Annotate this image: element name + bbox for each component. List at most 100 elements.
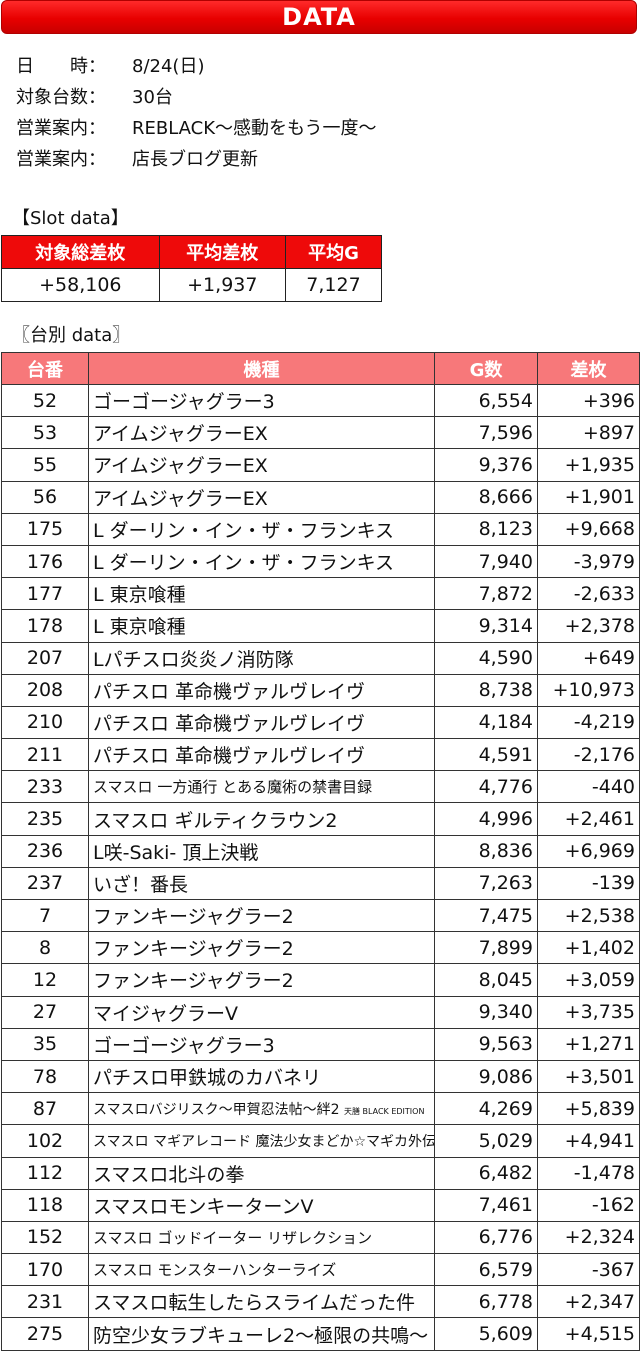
table-row: 102 スマスロ マギアレコード 魔法少女まどか☆マギカ外伝 5,029 +4,941 bbox=[1, 1124, 640, 1158]
unit-number: 208 bbox=[1, 673, 89, 707]
diff-coins: +3,059 bbox=[537, 963, 640, 997]
table-row: 152 スマスロ ゴッドイーター リザレクション 6,776 +2,324 bbox=[1, 1220, 640, 1255]
diff-coins: +1,271 bbox=[537, 1027, 640, 1061]
table-row: 27 マイジャグラーⅤ 9,340 +3,735 bbox=[1, 995, 640, 1029]
info-label: 営業案内： bbox=[16, 149, 106, 170]
game-count: 6,776 bbox=[434, 1220, 538, 1255]
table-row: 7 ファンキージャグラー2 7,475 +2,538 bbox=[1, 898, 640, 933]
model-name: アイムジャグラーEX bbox=[88, 416, 435, 450]
unit-number: 175 bbox=[1, 512, 89, 546]
table-row: 87 スマスロバジリスク〜甲賀忍法帖〜絆2 天膳 BLACK EDITION 4,2… bbox=[1, 1092, 640, 1126]
model-name: L 東京喰種 bbox=[88, 609, 435, 643]
info-row-date: 日 時： 8/24(日) bbox=[16, 52, 377, 83]
unit-number: 233 bbox=[1, 770, 89, 804]
diff-coins: +649 bbox=[537, 641, 640, 675]
model-name: ゴーゴージャグラー3 bbox=[88, 1027, 435, 1061]
game-count: 8,836 bbox=[434, 834, 538, 868]
unit-number: 52 bbox=[1, 383, 89, 418]
table-row: 275 防空少女ラブキューレ2〜極限の共鳴〜 5,609 +4,515 bbox=[1, 1317, 640, 1351]
table-row: 118 スマスロモンキーターンⅤ 7,461 -162 bbox=[1, 1188, 640, 1222]
slot-data-label: 【Slot data】 bbox=[12, 208, 129, 229]
unit-number: 237 bbox=[1, 866, 89, 901]
model-name: パチスロ甲鉄城のカバネリ bbox=[88, 1059, 435, 1094]
game-count: 9,340 bbox=[434, 995, 538, 1029]
game-count: 6,778 bbox=[434, 1285, 538, 1319]
model-name: ファンキージャグラー2 bbox=[88, 898, 435, 933]
diff-coins: +4,515 bbox=[537, 1317, 640, 1351]
summary-header-avg-g: 平均G bbox=[285, 235, 382, 269]
diff-coins: -2,633 bbox=[537, 577, 640, 611]
slot-summary-table: 対象総差枚 平均差枚 平均G +58,106 +1,937 7,127 bbox=[1, 235, 382, 302]
diff-coins: +4,941 bbox=[537, 1124, 640, 1158]
diff-coins: -4,219 bbox=[537, 705, 640, 740]
game-count: 7,475 bbox=[434, 898, 538, 933]
unit-number: 53 bbox=[1, 416, 89, 450]
info-value: 店長ブログ更新 bbox=[132, 149, 258, 170]
table-row: 235 スマスロ ギルティクラウン2 4,996 +2,461 bbox=[1, 802, 640, 836]
table-row: 35 ゴーゴージャグラー3 9,563 +1,271 bbox=[1, 1027, 640, 1061]
info-row-count: 対象台数： 30台 bbox=[16, 83, 377, 114]
unit-number: 118 bbox=[1, 1188, 89, 1222]
unit-number: 87 bbox=[1, 1092, 89, 1126]
info-label: 営業案内： bbox=[16, 118, 106, 139]
model-name: L ダーリン・イン・ザ・フランキス bbox=[88, 544, 435, 579]
unit-number: 12 bbox=[1, 963, 89, 997]
game-count: 7,940 bbox=[434, 544, 538, 579]
unit-table-body: 52 ゴーゴージャグラー3 6,554 +396 53 アイムジャグラーEX 7,596 +8… bbox=[1, 383, 640, 1351]
unit-data-label: 〖台別 data〗 bbox=[12, 325, 131, 346]
model-name: アイムジャグラーEX bbox=[88, 448, 435, 482]
diff-coins: -3,979 bbox=[537, 544, 640, 579]
unit-number: 102 bbox=[1, 1124, 89, 1158]
unit-number: 35 bbox=[1, 1027, 89, 1061]
table-row: 112 スマスロ北斗の拳 6,482 -1,478 bbox=[1, 1156, 640, 1190]
table-row: 175 L ダーリン・イン・ザ・フランキス 8,123 +9,668 bbox=[1, 512, 640, 546]
table-row: 210 パチスロ 革命機ヴァルヴレイヴ 4,184 -4,219 bbox=[1, 705, 640, 740]
diff-coins: +10,973 bbox=[537, 673, 640, 707]
model-name: ファンキージャグラー2 bbox=[88, 931, 435, 965]
model-name: スマスロ ギルティクラウン2 bbox=[88, 802, 435, 836]
unit-number: 235 bbox=[1, 802, 89, 836]
unit-number: 236 bbox=[1, 834, 89, 868]
game-count: 7,872 bbox=[434, 577, 538, 611]
unit-number: 176 bbox=[1, 544, 89, 579]
table-row: 211 パチスロ 革命機ヴァルヴレイヴ 4,591 -2,176 bbox=[1, 738, 640, 772]
table-row: 55 アイムジャグラーEX 9,376 +1,935 bbox=[1, 448, 640, 482]
table-row: 56 アイムジャグラーEX 8,666 +1,901 bbox=[1, 480, 640, 514]
info-value: REBLACK〜感動をもう一度〜 bbox=[132, 118, 377, 139]
model-name: 防空少女ラブキューレ2〜極限の共鳴〜 bbox=[88, 1317, 435, 1351]
diff-coins: -1,478 bbox=[537, 1156, 640, 1190]
model-name: スマスロ北斗の拳 bbox=[88, 1156, 435, 1190]
summary-avg-diff: +1,937 bbox=[158, 268, 287, 302]
info-value: 8/24(日) bbox=[132, 56, 205, 77]
diff-coins: +1,935 bbox=[537, 448, 640, 482]
unit-number: 152 bbox=[1, 1220, 89, 1255]
col-header-games: G数 bbox=[434, 352, 538, 385]
model-name: ゴーゴージャグラー3 bbox=[88, 383, 435, 418]
diff-coins: +1,402 bbox=[537, 931, 640, 965]
game-count: 4,590 bbox=[434, 641, 538, 675]
table-row: 170 スマスロ モンスターハンターライズ 6,579 -367 bbox=[1, 1253, 640, 1287]
diff-coins: -367 bbox=[537, 1253, 640, 1287]
game-count: 7,263 bbox=[434, 866, 538, 901]
model-name: L ダーリン・イン・ザ・フランキス bbox=[88, 512, 435, 546]
model-name: L咲-Saki- 頂上決戦 bbox=[88, 834, 435, 868]
col-header-no: 台番 bbox=[1, 352, 89, 385]
game-count: 7,596 bbox=[434, 416, 538, 450]
diff-coins: +2,324 bbox=[537, 1220, 640, 1255]
diff-coins: +5,839 bbox=[537, 1092, 640, 1126]
game-count: 8,123 bbox=[434, 512, 538, 546]
diff-coins: +396 bbox=[537, 383, 640, 418]
model-edition: 天膳 BLACK EDITION bbox=[343, 1106, 425, 1116]
unit-number: 56 bbox=[1, 480, 89, 514]
summary-header-avg-diff: 平均差枚 bbox=[158, 235, 287, 269]
diff-coins: -440 bbox=[537, 770, 640, 804]
game-count: 8,738 bbox=[434, 673, 538, 707]
diff-coins: +6,969 bbox=[537, 834, 640, 868]
unit-number: 231 bbox=[1, 1285, 89, 1319]
game-count: 7,899 bbox=[434, 931, 538, 965]
game-count: 5,029 bbox=[434, 1124, 538, 1158]
game-count: 4,184 bbox=[434, 705, 538, 740]
model-name: Lパチスロ炎炎ノ消防隊 bbox=[88, 641, 435, 675]
game-count: 4,269 bbox=[434, 1092, 538, 1126]
game-count: 9,314 bbox=[434, 609, 538, 643]
